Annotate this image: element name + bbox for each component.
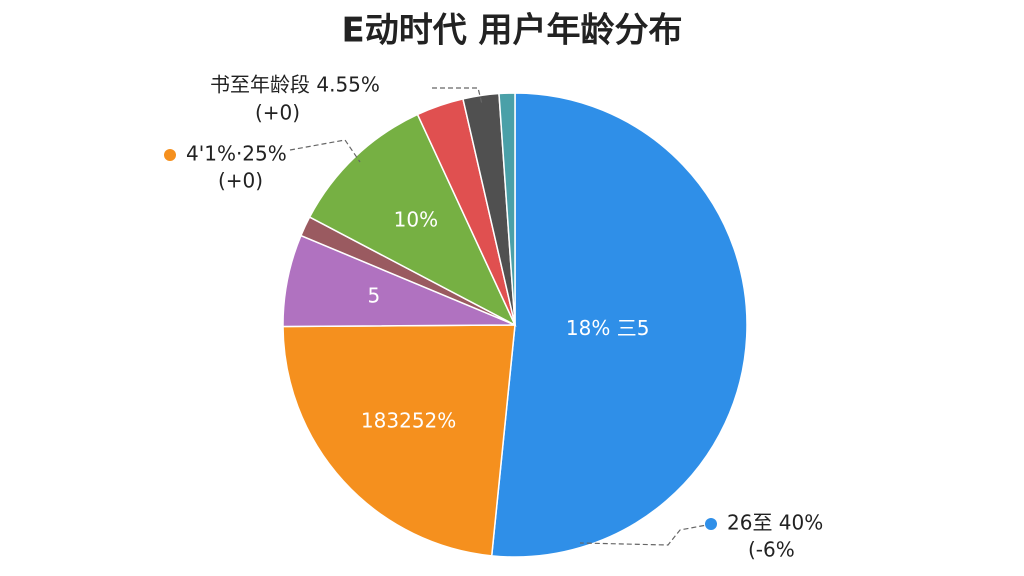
pie-slice: [490, 92, 748, 558]
leader-line: [432, 87, 483, 105]
callout-text: (+0): [218, 169, 263, 193]
data-label: 10%: [394, 207, 438, 231]
pie-slice: [308, 113, 517, 327]
callout-text: 书至年龄段 4.55%: [210, 73, 380, 97]
callout-text: 26至 40%: [727, 511, 823, 535]
data-label: 18% 三5: [566, 316, 650, 340]
pie-slice: [282, 324, 516, 557]
callout-text: (+0): [255, 101, 300, 125]
leader-line: [289, 139, 361, 163]
pie-slice: [498, 92, 516, 326]
data-label: 5: [368, 284, 381, 308]
chart-title: E动时代 用户年龄分布: [341, 11, 682, 51]
callout-text: (-6%: [748, 538, 795, 562]
callout-text: 4'1%·25%: [186, 142, 287, 166]
legend-dot: [705, 518, 717, 530]
leader-line: [579, 523, 713, 546]
legend-dot: [164, 149, 176, 161]
data-label: 183252%: [361, 408, 456, 432]
